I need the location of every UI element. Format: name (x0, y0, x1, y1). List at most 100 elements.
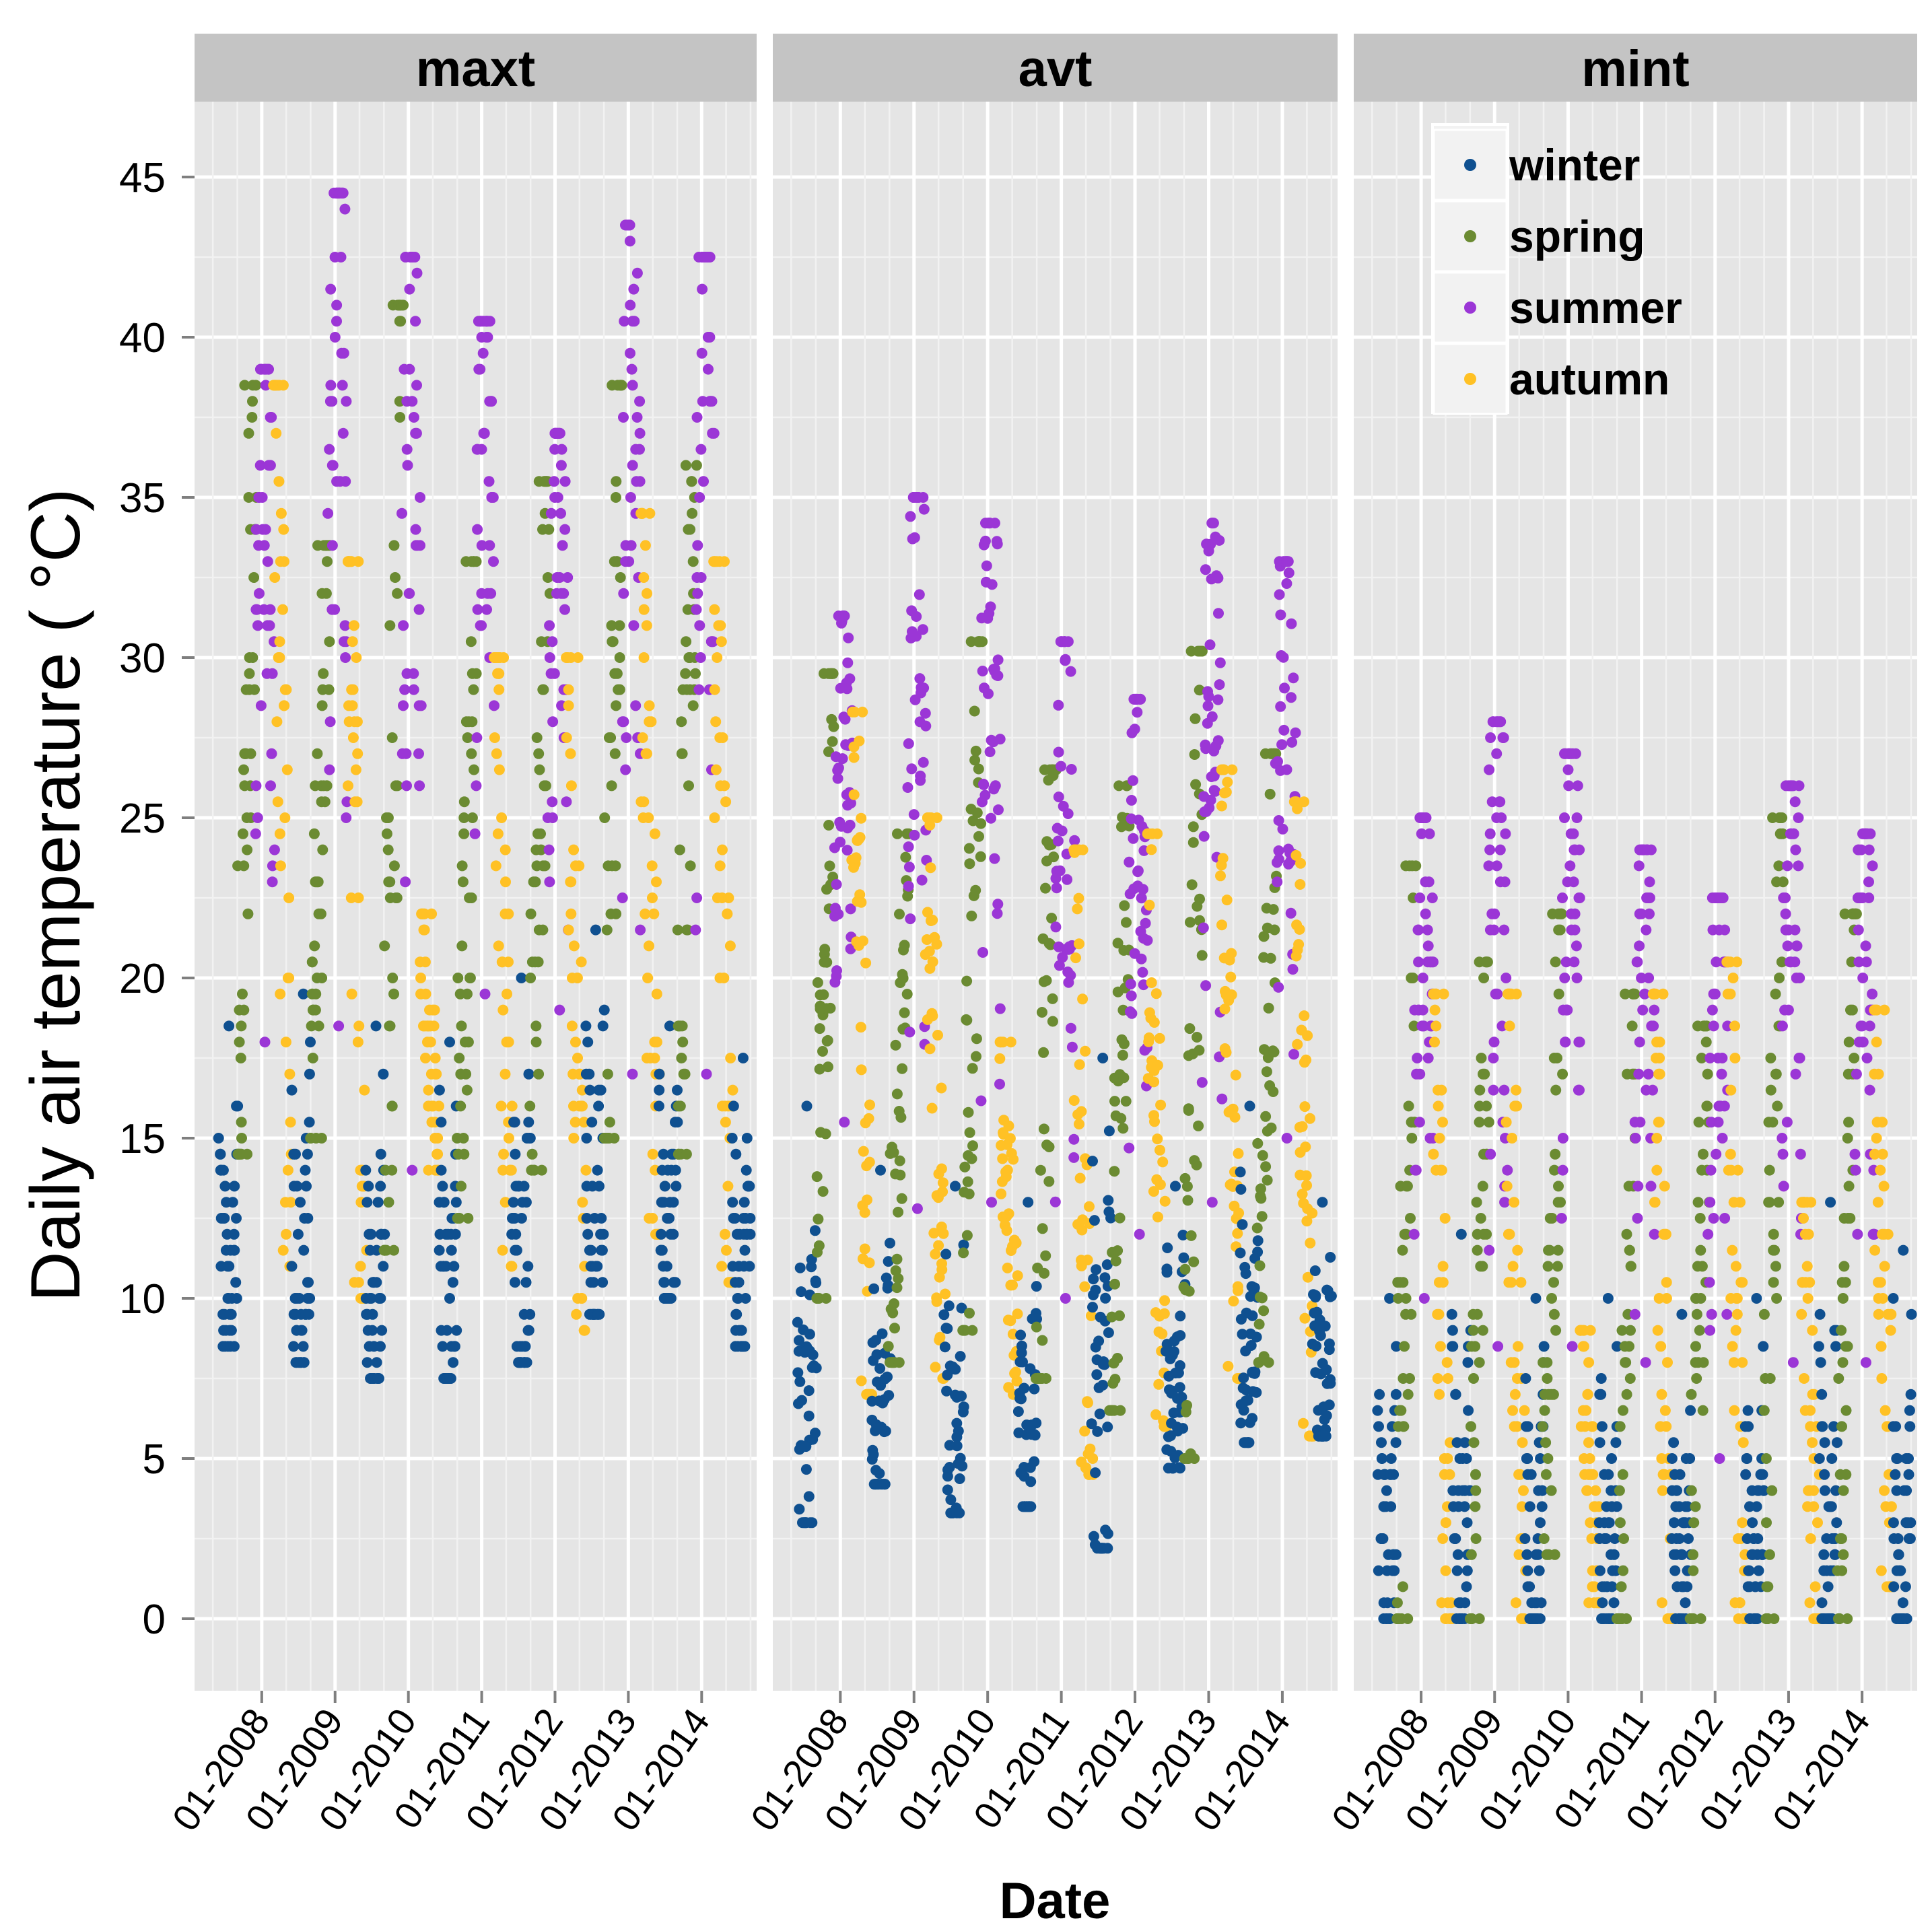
data-point-summer (400, 876, 411, 888)
data-point-summer (694, 492, 705, 503)
data-point-summer (1645, 1181, 1657, 1192)
data-point-spring (1698, 1148, 1709, 1160)
data-point-summer (1281, 578, 1292, 589)
data-point-summer (1704, 1197, 1716, 1208)
data-point-winter (582, 1037, 594, 1048)
data-point-summer (262, 556, 273, 567)
data-point-spring (1254, 1260, 1266, 1271)
data-point-winter (1319, 1321, 1331, 1332)
data-point-autumn (1232, 1228, 1243, 1239)
data-point-summer (1414, 892, 1426, 903)
data-point-spring (395, 316, 407, 327)
y-tick-label: 30 (119, 635, 166, 682)
data-point-winter (1751, 1501, 1762, 1512)
data-point-spring (383, 1197, 394, 1208)
data-point-summer (845, 943, 856, 954)
data-point-summer (1863, 876, 1874, 888)
data-point-summer (329, 604, 341, 615)
data-point-summer (1066, 1041, 1078, 1053)
data-point-winter (1461, 1565, 1473, 1576)
data-point-autumn (854, 832, 866, 843)
data-point-spring (891, 1253, 903, 1265)
data-point-summer (837, 753, 848, 765)
data-point-spring (237, 988, 248, 999)
data-point-winter (1669, 1517, 1680, 1529)
data-point-spring (1758, 1405, 1770, 1416)
data-point-autumn (1803, 1228, 1814, 1240)
data-point-spring (1542, 1261, 1554, 1272)
data-point-winter (954, 1473, 965, 1484)
data-point-spring (1476, 1053, 1487, 1063)
legend-key-autumn (1464, 373, 1476, 385)
data-point-summer (1637, 1004, 1649, 1016)
data-point-summer (692, 588, 703, 599)
data-point-winter (745, 1213, 756, 1224)
data-point-summer (1206, 711, 1218, 722)
data-point-spring (1479, 1068, 1490, 1080)
data-point-winter (588, 1277, 599, 1288)
data-point-autumn (647, 1213, 658, 1224)
data-point-spring (1118, 1072, 1130, 1084)
data-point-summer (1709, 988, 1721, 999)
data-point-winter (1819, 1469, 1830, 1480)
data-point-autumn (275, 988, 286, 999)
data-point-winter (436, 1164, 447, 1176)
data-point-summer (690, 924, 701, 936)
data-point-winter (744, 1181, 755, 1192)
data-point-autumn (1504, 1228, 1515, 1240)
data-point-spring (1187, 821, 1199, 833)
data-point-winter (1449, 1533, 1461, 1544)
data-point-autumn (1077, 844, 1089, 855)
data-point-winter (1311, 1340, 1322, 1352)
data-point-spring (1040, 1250, 1051, 1261)
data-point-spring (1393, 1293, 1404, 1304)
data-point-winter (446, 1244, 457, 1256)
data-point-summer (485, 396, 497, 407)
data-point-winter (801, 1100, 813, 1112)
data-point-spring (1549, 1164, 1560, 1176)
data-point-winter (1091, 1264, 1102, 1275)
data-point-winter (1612, 1341, 1622, 1352)
data-point-autumn (1727, 1341, 1738, 1352)
data-point-winter (745, 1228, 756, 1240)
data-point-autumn (858, 936, 868, 946)
data-point-autumn (648, 908, 660, 919)
data-point-winter (295, 1197, 306, 1208)
data-point-spring (895, 1169, 906, 1181)
data-point-summer (254, 588, 265, 599)
data-point-summer (1413, 924, 1424, 936)
data-point-spring (686, 476, 697, 487)
data-point-spring (1268, 1086, 1279, 1097)
data-point-autumn (1807, 1437, 1818, 1448)
data-point-winter (1094, 1408, 1105, 1419)
data-point-spring (1258, 1305, 1270, 1317)
data-point-spring (825, 1002, 836, 1014)
data-point-winter (227, 1197, 238, 1208)
data-point-summer (1424, 828, 1435, 839)
data-point-spring (1549, 1549, 1560, 1560)
data-point-spring (454, 1053, 465, 1063)
data-point-winter (590, 924, 601, 936)
data-point-summer (1417, 973, 1428, 983)
data-point-summer (1780, 908, 1791, 919)
data-point-autumn (1442, 1373, 1453, 1384)
data-point-autumn (577, 1100, 588, 1112)
data-point-summer (1272, 876, 1283, 888)
data-point-summer (483, 476, 495, 487)
data-point-spring (606, 620, 617, 631)
data-point-summer (1717, 1133, 1728, 1144)
data-point-spring (1399, 1341, 1410, 1352)
data-point-autumn (651, 1037, 662, 1048)
data-point-autumn (1233, 1285, 1243, 1296)
data-point-spring (1043, 1176, 1055, 1187)
data-point-autumn (856, 812, 867, 824)
data-point-autumn (1507, 1133, 1518, 1144)
data-point-summer (331, 316, 342, 327)
data-point-summer (1485, 732, 1496, 743)
data-point-spring (1760, 1453, 1772, 1464)
data-point-autumn (1219, 1004, 1231, 1015)
data-point-winter (1524, 1501, 1536, 1512)
data-point-spring (234, 1037, 245, 1048)
data-point-winter (1103, 1195, 1114, 1206)
data-point-autumn (725, 1053, 736, 1063)
